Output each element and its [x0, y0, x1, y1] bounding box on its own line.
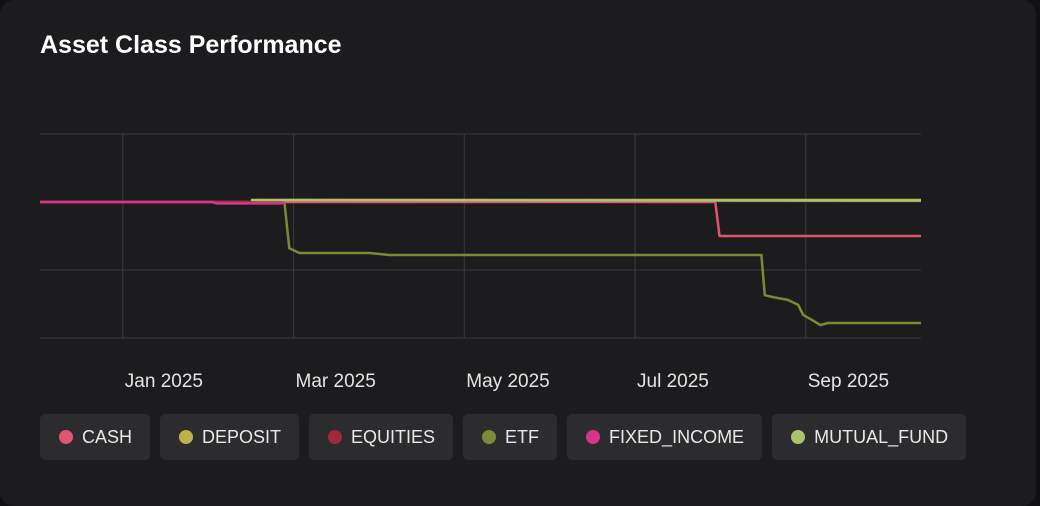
chart-title: Asset Class Performance	[40, 31, 342, 59]
legend-label: DEPOSIT	[202, 426, 282, 447]
legend-label: MUTUAL_FUND	[814, 426, 949, 447]
series-line	[40, 200, 921, 238]
legend-label: FIXED_INCOME	[609, 426, 745, 447]
legend-swatch	[586, 430, 601, 444]
legend-swatch	[328, 430, 343, 444]
series-line	[254, 198, 921, 327]
legend-item[interactable]: MUTUAL_FUND	[772, 414, 967, 460]
x-tick-label: Mar 2025	[296, 371, 376, 392]
legend-item[interactable]: CASH	[40, 414, 151, 460]
legend-item[interactable]: EQUITIES	[309, 414, 454, 460]
x-tick-label: May 2025	[466, 371, 549, 392]
x-tick-label: Jan 2025	[125, 371, 203, 392]
legend-swatch	[179, 430, 194, 444]
legend-label: EQUITIES	[351, 426, 436, 447]
legend-item[interactable]: DEPOSIT	[160, 414, 300, 460]
chart: Jan 2025 Mar 2025 May 2025 Jul 2025 Sep 2025	[40, 133, 922, 392]
series-line	[250, 198, 922, 202]
legend-swatch	[791, 430, 806, 444]
legend-label: ETF	[505, 426, 540, 447]
legend: CASH DEPOSIT EQUITIES ETF FIXED_INCOME MUTUAL…	[40, 414, 967, 460]
legend-label: CASH	[82, 426, 133, 447]
x-tick-label: Jul 2025	[637, 371, 709, 392]
legend-swatch	[59, 430, 73, 444]
legend-item[interactable]: FIXED_INCOME	[567, 414, 763, 460]
x-tick-label: Sep 2025	[808, 371, 889, 392]
series-line	[40, 200, 286, 205]
legend-swatch	[482, 430, 497, 444]
legend-item[interactable]: ETF	[463, 414, 558, 460]
